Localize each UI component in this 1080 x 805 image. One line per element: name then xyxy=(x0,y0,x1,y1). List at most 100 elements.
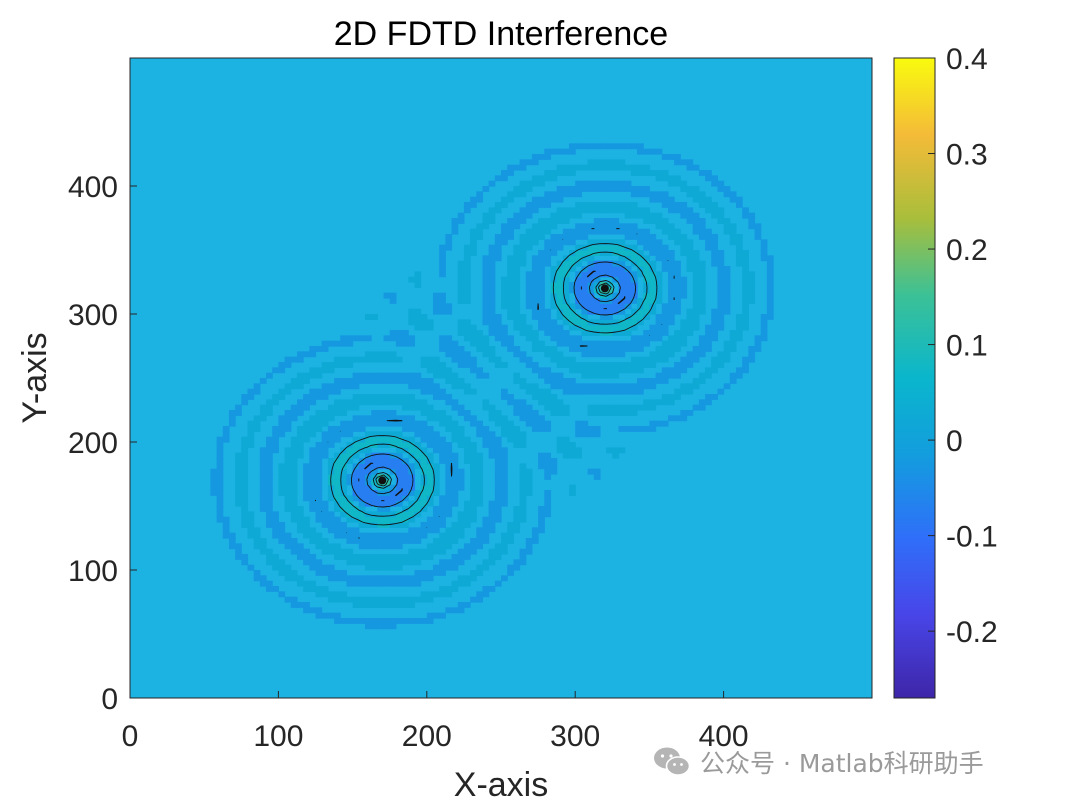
contour-cell xyxy=(414,559,422,566)
contour-cell xyxy=(278,564,286,571)
contour-cell xyxy=(494,495,502,502)
contour-cell xyxy=(439,298,446,304)
contour-cell xyxy=(457,362,465,368)
contour-cell xyxy=(569,164,576,171)
contour-cell xyxy=(494,511,502,518)
contour-cell xyxy=(432,543,440,550)
contour-cell xyxy=(606,186,613,192)
contour-cell xyxy=(735,260,743,267)
contour-cell xyxy=(371,356,378,363)
contour-cell xyxy=(519,212,527,219)
contour-cell xyxy=(315,516,323,523)
contour-cell xyxy=(266,452,273,459)
contour-cell xyxy=(531,255,539,262)
contour-cell xyxy=(451,474,459,480)
contour-cell xyxy=(531,527,539,534)
contour-cell xyxy=(402,506,409,512)
contour-cell xyxy=(253,538,261,544)
contour-cell xyxy=(729,335,737,342)
contour-cell xyxy=(402,420,409,427)
contour-cell xyxy=(667,234,675,240)
contour-cell xyxy=(655,276,663,283)
contour-cell xyxy=(247,442,255,448)
contour-cell xyxy=(414,404,422,411)
contour-cell xyxy=(272,426,279,432)
contour-cell xyxy=(457,575,465,582)
contour-cell xyxy=(667,282,675,288)
contour-cell xyxy=(501,362,508,368)
contour-cell xyxy=(637,164,644,171)
contour-cell xyxy=(402,447,409,454)
contour-cell xyxy=(457,532,465,539)
contour-cell xyxy=(371,372,378,379)
contour-cell xyxy=(717,292,725,299)
contour-cell xyxy=(531,298,539,304)
contour-cell xyxy=(717,388,725,395)
contour-cell xyxy=(618,228,626,235)
contour-cell xyxy=(649,426,657,432)
contour-cell xyxy=(476,420,484,427)
contour-cell xyxy=(501,335,508,342)
contour-cell xyxy=(587,186,595,192)
contour-cell xyxy=(241,474,249,480)
contour-cell xyxy=(340,468,348,475)
contour-cell xyxy=(501,452,508,459)
contour-cell xyxy=(488,250,496,256)
contour-cell xyxy=(525,298,533,304)
contour-cell xyxy=(624,250,632,256)
contour-cell xyxy=(383,335,391,342)
contour-cell xyxy=(606,207,613,214)
contour-cell xyxy=(334,570,341,576)
contour-cell xyxy=(445,490,453,496)
contour-cell xyxy=(519,442,527,448)
contour-cell xyxy=(488,559,496,566)
contour-cell xyxy=(698,276,706,283)
contour-cell xyxy=(661,223,669,230)
contour-cell xyxy=(519,506,527,512)
contour-cell xyxy=(729,330,737,336)
contour-cell xyxy=(525,388,533,395)
contour-cell xyxy=(501,394,508,400)
contour-cell xyxy=(352,602,360,608)
contour-cell xyxy=(661,356,669,363)
contour-cell xyxy=(395,602,403,608)
colorbar-tick-label: 0 xyxy=(946,425,963,458)
contour-cell xyxy=(587,351,595,358)
contour-cell xyxy=(439,335,446,342)
contour-cell xyxy=(599,223,607,230)
contour-cell xyxy=(581,298,589,304)
contour-cell xyxy=(432,570,440,576)
contour-cell xyxy=(451,351,459,358)
contour-cell xyxy=(377,356,385,363)
contour-cell xyxy=(303,559,310,566)
contour-cell xyxy=(216,484,224,491)
contour-cell xyxy=(692,298,700,304)
contour-cell xyxy=(705,324,712,331)
contour-cell xyxy=(284,356,292,363)
contour-cell xyxy=(315,442,323,448)
contour-cell xyxy=(358,516,366,523)
contour-cell xyxy=(259,580,267,587)
contour-cell xyxy=(513,442,521,448)
contour-cell xyxy=(519,554,527,560)
contour-cell xyxy=(457,426,465,432)
contour-cell xyxy=(643,234,650,240)
contour-cell xyxy=(630,186,638,192)
contour-cell xyxy=(321,612,329,619)
contour-cell xyxy=(358,575,366,582)
contour-cell xyxy=(402,559,409,566)
contour-cell xyxy=(395,436,403,443)
contour-cell xyxy=(395,564,403,571)
contour-cell xyxy=(581,420,589,427)
contour-cell xyxy=(661,250,669,256)
contour-cell xyxy=(414,506,422,512)
contour-cell xyxy=(618,186,626,192)
contour-cell xyxy=(476,543,484,550)
wechat-icon xyxy=(654,747,691,776)
contour-cell xyxy=(593,383,601,390)
contour-cell xyxy=(538,522,545,528)
contour-cell xyxy=(364,394,372,400)
contour-cell xyxy=(235,468,242,475)
contour-cell xyxy=(661,308,669,315)
contour-cell xyxy=(315,570,323,576)
